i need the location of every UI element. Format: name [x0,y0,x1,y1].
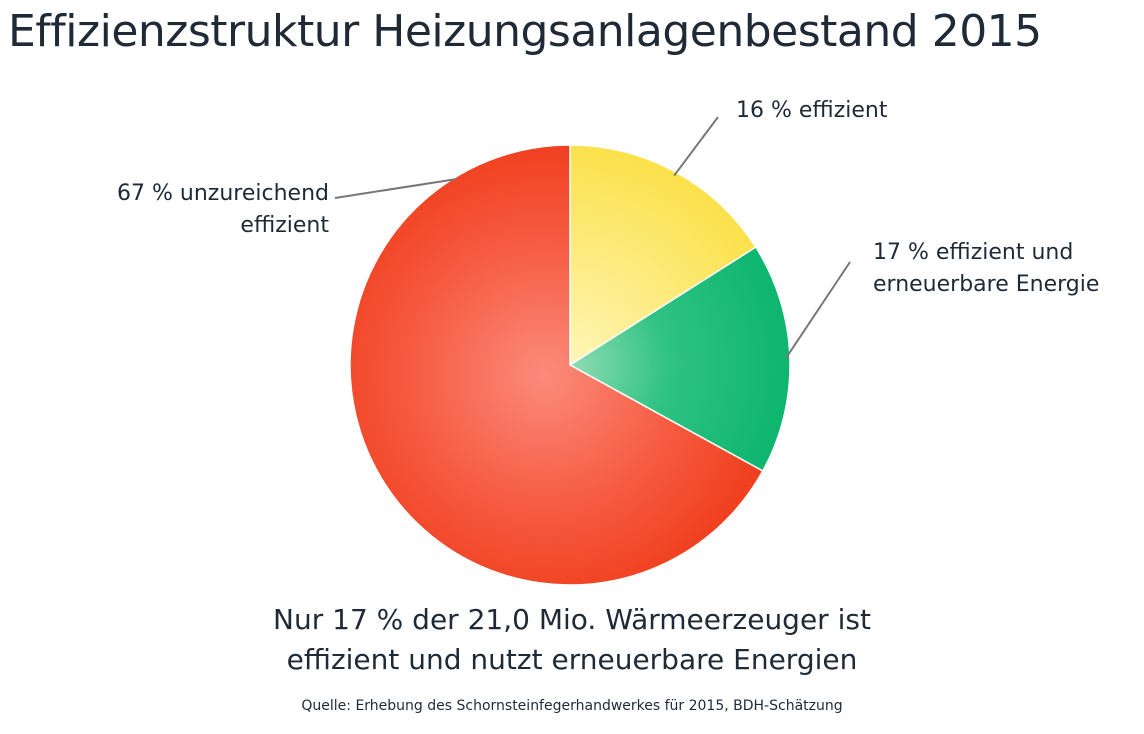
leader-line [785,261,851,359]
chart-title: Effizienzstruktur Heizungsanlagenbestand… [8,6,1042,57]
slice-label-unzureichend: 67 % unzureichend effizient [117,181,329,238]
pie-slice-unzureichend [349,144,764,586]
source-note: Quelle: Erhebung des Schornsteinfegerhan… [301,698,843,714]
slice-label-effizient: 16 % effizient [736,98,888,123]
leader-line [673,116,719,177]
caption-line-2: effizient und nutzt erneuerbare Energien [286,643,858,676]
slice-label-effizient-erneuerbar: 17 % effizient und erneuerbare Energie [873,240,1100,297]
pie-slice-effizient-erneuerbar [568,246,791,473]
chart-caption: Nur 17 % der 21,0 Mio. Wärmeerzeuger ist… [0,600,1144,680]
leader-line [334,178,457,199]
caption-line-1: Nur 17 % der 21,0 Mio. Wärmeerzeuger ist [273,603,871,636]
